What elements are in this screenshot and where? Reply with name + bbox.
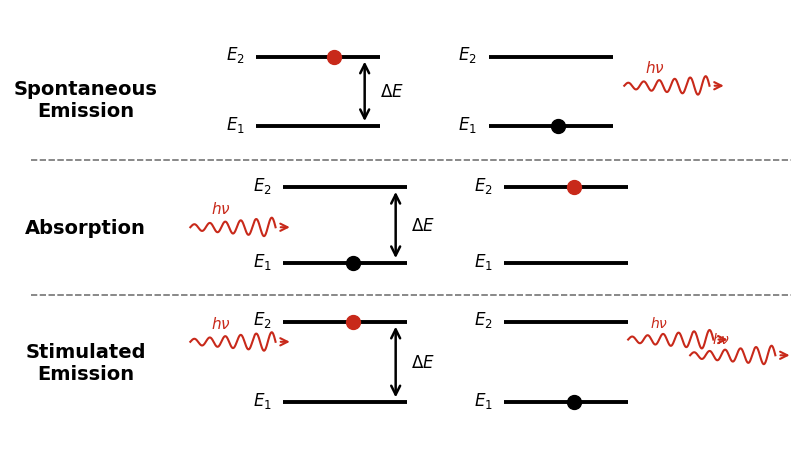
Text: Spontaneous
Emission: Spontaneous Emission — [14, 79, 158, 120]
Text: $E_1$: $E_1$ — [253, 251, 272, 272]
Text: $h\nu$: $h\nu$ — [650, 315, 668, 330]
Text: $E_2$: $E_2$ — [474, 310, 493, 330]
Text: $E_1$: $E_1$ — [458, 115, 477, 135]
Text: $h\nu$: $h\nu$ — [211, 201, 231, 217]
Text: $E_1$: $E_1$ — [226, 115, 245, 135]
Text: $\Delta E$: $\Delta E$ — [380, 83, 404, 101]
Text: $E_1$: $E_1$ — [253, 390, 272, 410]
Text: $E_2$: $E_2$ — [226, 45, 245, 65]
Text: $E_2$: $E_2$ — [458, 45, 477, 65]
Text: $E_2$: $E_2$ — [253, 175, 272, 195]
Text: Absorption: Absorption — [26, 218, 146, 237]
Text: $h\nu$: $h\nu$ — [712, 331, 730, 346]
Text: $h\nu$: $h\nu$ — [646, 60, 665, 76]
Text: $h\nu$: $h\nu$ — [211, 315, 231, 331]
Text: $E_1$: $E_1$ — [474, 251, 493, 272]
Text: $E_2$: $E_2$ — [253, 310, 272, 330]
Text: $E_1$: $E_1$ — [474, 390, 493, 410]
Text: $\Delta E$: $\Delta E$ — [411, 216, 435, 235]
Text: $\Delta E$: $\Delta E$ — [411, 353, 435, 371]
Text: $E_2$: $E_2$ — [474, 175, 493, 195]
Text: Stimulated
Emission: Stimulated Emission — [26, 342, 146, 382]
